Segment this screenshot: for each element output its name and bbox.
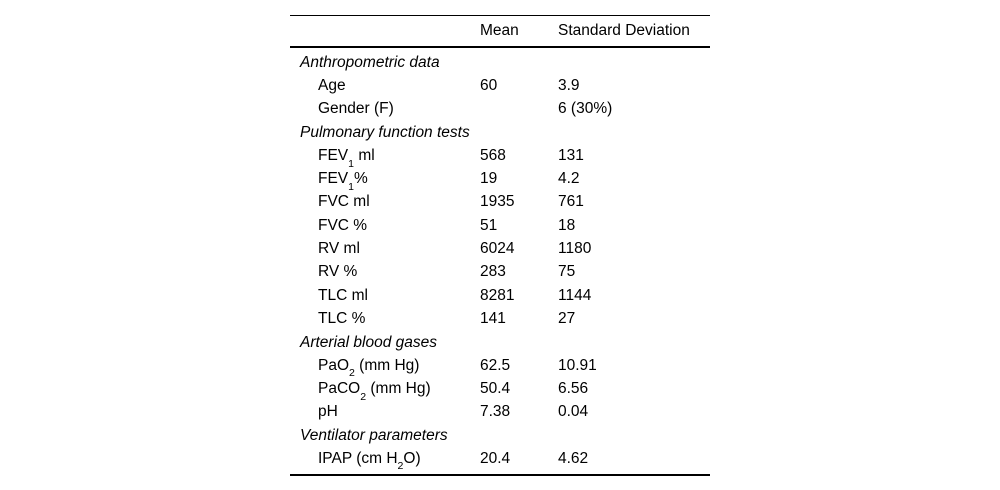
row-label: Gender (F) [318,100,394,118]
table-row: Gender (F) 6 (30%) [290,98,710,121]
mean-value: 1935 [480,193,515,211]
table-row: FVC ml 1935 761 [290,191,710,214]
section-title-pulmonary: Pulmonary function tests [300,123,470,141]
sd-value: 6 (30%) [558,100,613,118]
table-row: IPAP (cm H2O) 20.4 4.62 [290,447,710,473]
table-row: PaCO2 (mm Hg) 50.4 6.56 [290,377,710,403]
mean-value: 7.38 [480,403,511,421]
table-row: RV ml 6024 1180 [290,237,710,260]
sd-value: 27 [558,309,576,327]
mean-value: 568 [480,146,506,164]
row-label: TLC % [318,309,366,327]
statistics-table: Mean Standard Deviation Anthropometric d… [290,15,710,477]
table-header-row: Mean Standard Deviation [290,16,710,48]
row-label: PaO2 (mm Hg) [318,356,420,380]
section-title-ventilator: Ventilator parameters [300,426,448,444]
sd-value: 4.2 [558,170,580,188]
mean-column-header: Mean [480,22,519,39]
sd-value: 0.04 [558,403,589,421]
table-row: pH 7.38 0.04 [290,400,710,423]
row-label: FEV1 ml [318,146,375,170]
row-label: Age [318,76,346,94]
sd-value: 761 [558,193,584,211]
table-row: TLC ml 8281 1144 [290,284,710,307]
sd-value: 75 [558,263,576,281]
row-label: FVC % [318,216,368,234]
table-row: FVC % 51 18 [290,214,710,237]
mean-value: 50.4 [480,379,511,397]
row-label: RV % [318,263,358,281]
sd-value: 1180 [558,240,592,258]
row-label: pH [318,403,338,421]
mean-value: 19 [480,170,498,188]
table-row: RV % 283 75 [290,261,710,284]
section-title-anthropometric: Anthropometric data [300,54,440,71]
mean-value: 51 [480,216,498,234]
sd-value: 131 [558,146,584,164]
sd-value: 10.91 [558,356,597,374]
sd-value: 18 [558,216,576,234]
mean-value: 8281 [480,286,515,304]
table-row: FEV1% 19 4.2 [290,167,710,193]
row-label: TLC ml [318,286,368,304]
row-label: FVC ml [318,193,370,211]
row-label: IPAP (cm H2O) [318,449,421,473]
table-body: Anthropometric data Age 60 3.9 Gender (F… [290,48,710,474]
mean-value: 60 [480,76,498,94]
row-label: RV ml [318,240,360,258]
mean-value: 141 [480,309,506,327]
mean-value: 6024 [480,240,515,258]
section-title-arterial: Arterial blood gases [300,333,437,351]
mean-value: 20.4 [480,449,511,467]
sd-value: 4.62 [558,449,589,467]
sd-value: 6.56 [558,379,589,397]
table-row: Age 60 3.9 [290,74,710,97]
mean-value: 62.5 [480,356,511,374]
sd-value: 3.9 [558,76,580,94]
mean-value: 283 [480,263,506,281]
sd-column-header: Standard Deviation [558,22,690,39]
sd-value: 1144 [558,286,592,304]
table-row: PaO2 (mm Hg) 62.5 10.91 [290,354,710,380]
row-label: PaCO2 (mm Hg) [318,379,431,403]
table-row: TLC % 141 27 [290,307,710,330]
table-row: FEV1 ml 568 131 [290,144,710,170]
row-label: FEV1% [318,170,368,193]
